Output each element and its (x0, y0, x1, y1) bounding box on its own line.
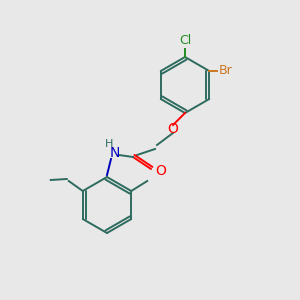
Text: N: N (110, 146, 120, 160)
Text: H: H (105, 139, 113, 149)
Text: O: O (155, 164, 166, 178)
Text: Br: Br (219, 64, 233, 77)
Text: Cl: Cl (179, 34, 191, 47)
Text: O: O (168, 122, 178, 136)
